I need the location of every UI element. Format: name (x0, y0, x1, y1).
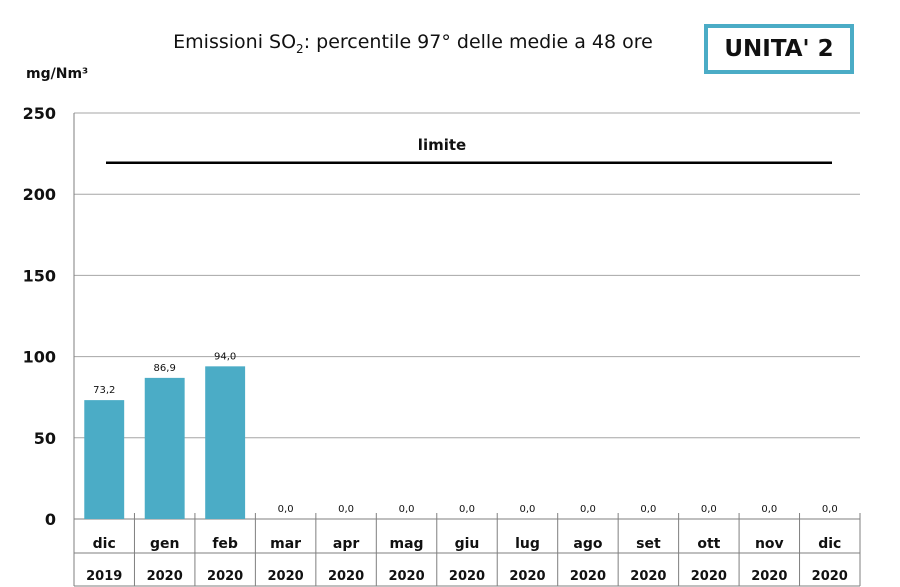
data-label: 0,0 (640, 504, 656, 515)
bar (84, 400, 125, 519)
x-tick-label-month: set (636, 536, 661, 552)
x-tick-label-year: 2019 (86, 569, 122, 584)
y-tick-label: 200 (23, 185, 56, 204)
data-label: 86,9 (154, 363, 176, 374)
y-tick-label: 150 (23, 266, 56, 285)
data-label: 0,0 (338, 504, 354, 515)
x-tick-label-month: nov (755, 536, 784, 552)
x-tick-label-year: 2020 (388, 569, 424, 584)
y-tick-label: 0 (45, 510, 56, 529)
data-label: 0,0 (459, 504, 475, 515)
x-tick-label-year: 2020 (751, 569, 787, 584)
x-tick-label-year: 2020 (328, 569, 364, 584)
x-tick-label-month: dic (818, 536, 841, 552)
x-tick-label-month: lug (515, 536, 540, 552)
x-tick-label-year: 2020 (812, 569, 848, 584)
y-tick-label: 100 (23, 348, 56, 367)
data-label: 0,0 (701, 504, 717, 515)
x-tick-label-year: 2020 (630, 569, 666, 584)
x-tick-label-year: 2020 (147, 569, 183, 584)
y-tick-label: 50 (34, 429, 56, 448)
x-tick-label-month: mar (270, 536, 301, 552)
chart-title: Emissioni SO2: percentile 97° delle medi… (173, 31, 653, 56)
x-tick-label-year: 2020 (207, 569, 243, 584)
unit-badge-label: UNITA' 2 (724, 36, 834, 62)
data-label: 0,0 (520, 504, 536, 515)
x-tick-label-year: 2020 (509, 569, 545, 584)
x-tick-label-year: 2020 (449, 569, 485, 584)
limit-label: limite (418, 136, 466, 154)
data-label: 0,0 (822, 504, 838, 515)
y-axis-label: mg/Nm³ (26, 66, 89, 82)
x-tick-label-year: 2020 (268, 569, 304, 584)
data-label: 0,0 (399, 504, 415, 515)
unit-badge: UNITA' 2 (704, 24, 854, 74)
data-label: 73,2 (93, 385, 115, 396)
data-label: 94,0 (214, 351, 236, 362)
x-tick-label-month: feb (212, 536, 238, 552)
x-tick-label-month: ott (697, 536, 720, 552)
bar (205, 366, 246, 519)
data-label: 0,0 (761, 504, 777, 515)
x-tick-label-month: ago (573, 536, 602, 552)
data-label: 0,0 (278, 504, 294, 515)
x-tick-label-month: dic (93, 536, 116, 552)
bar (144, 377, 185, 519)
x-tick-label-year: 2020 (570, 569, 606, 584)
x-tick-label-month: giu (455, 536, 480, 552)
x-tick-label-year: 2020 (691, 569, 727, 584)
data-label: 0,0 (580, 504, 596, 515)
x-tick-label-month: apr (333, 536, 359, 552)
x-tick-label-month: mag (390, 536, 424, 552)
y-tick-label: 250 (23, 104, 56, 123)
x-tick-label-month: gen (150, 536, 179, 552)
